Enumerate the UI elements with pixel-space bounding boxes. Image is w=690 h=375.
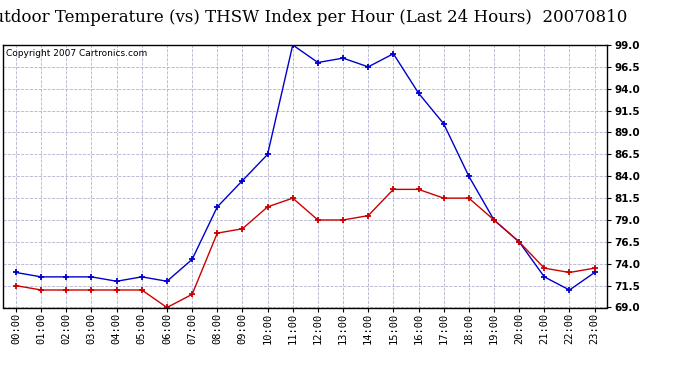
Text: Copyright 2007 Cartronics.com: Copyright 2007 Cartronics.com [6,49,148,58]
Text: Outdoor Temperature (vs) THSW Index per Hour (Last 24 Hours)  20070810: Outdoor Temperature (vs) THSW Index per … [0,9,627,26]
